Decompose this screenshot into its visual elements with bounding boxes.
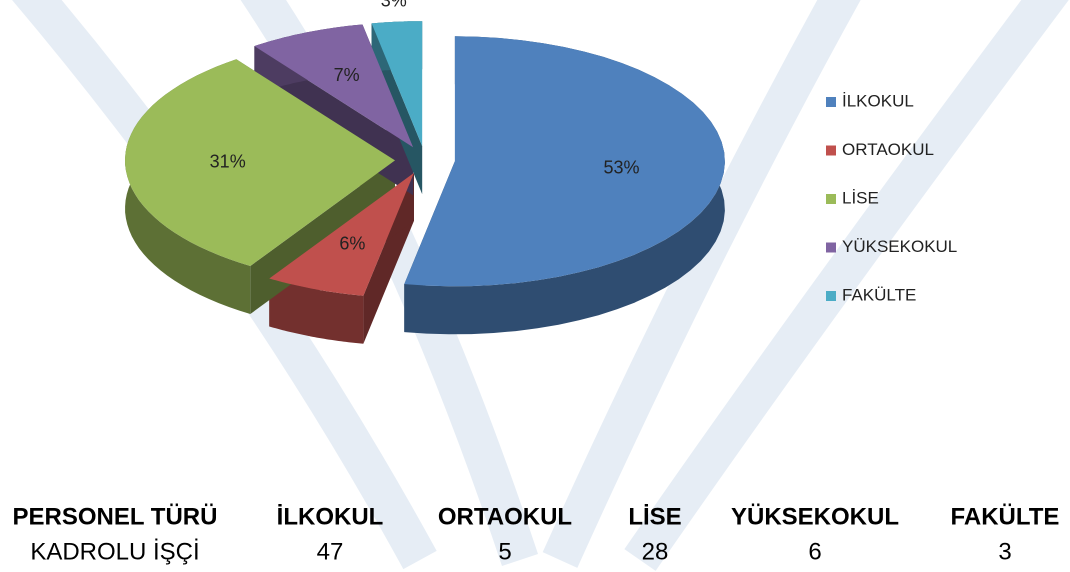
table-cell: 3 (998, 538, 1011, 565)
legend-label: ORTAOKUL (842, 140, 934, 159)
table-cell: 6 (808, 538, 821, 565)
slice (254, 24, 414, 148)
data-label: 6% (339, 234, 365, 254)
legend-swatch (826, 291, 836, 301)
legend-swatch (826, 97, 836, 107)
table-header: PERSONEL TÜRÜ (13, 503, 218, 530)
slice (404, 36, 725, 287)
table-header: FAKÜLTE (951, 503, 1060, 530)
slice-side (269, 278, 364, 344)
table-cell: 47 (317, 538, 344, 565)
legend-label: İLKOKUL (842, 91, 914, 110)
legend-label: FAKÜLTE (842, 285, 916, 304)
legend-swatch (826, 194, 836, 204)
legend-label: YÜKSEKOKUL (842, 237, 957, 256)
data-label: 31% (210, 152, 246, 172)
table-cell: 5 (498, 538, 511, 565)
table: PERSONEL TÜRÜ İLKOKUL ORTAOKUL LİSE YÜKSEKOK… (13, 503, 1060, 565)
legend-swatch (826, 242, 836, 253)
legend: İLKOKUL ORTAOKUL LİSE YÜKSEKOKUL FAKÜLTE (826, 91, 957, 304)
table-header: ORTAOKUL (438, 503, 572, 530)
table-cell: KADROLU İŞÇİ (30, 538, 199, 565)
data-label: 53% (604, 157, 640, 177)
table-header: YÜKSEKOKUL (731, 503, 899, 530)
pie: 53% 6% 31% 7% 3% (125, 0, 725, 344)
table-cell: 28 (642, 538, 669, 565)
data-label: 3% (381, 0, 407, 11)
slice (125, 59, 396, 266)
slice (371, 21, 423, 147)
legend-label: LİSE (842, 188, 879, 207)
table-header: İLKOKUL (277, 503, 384, 530)
slice (269, 172, 414, 296)
table-header: LİSE (628, 503, 681, 530)
data-label: 7% (334, 65, 360, 85)
legend-swatch (826, 145, 836, 156)
